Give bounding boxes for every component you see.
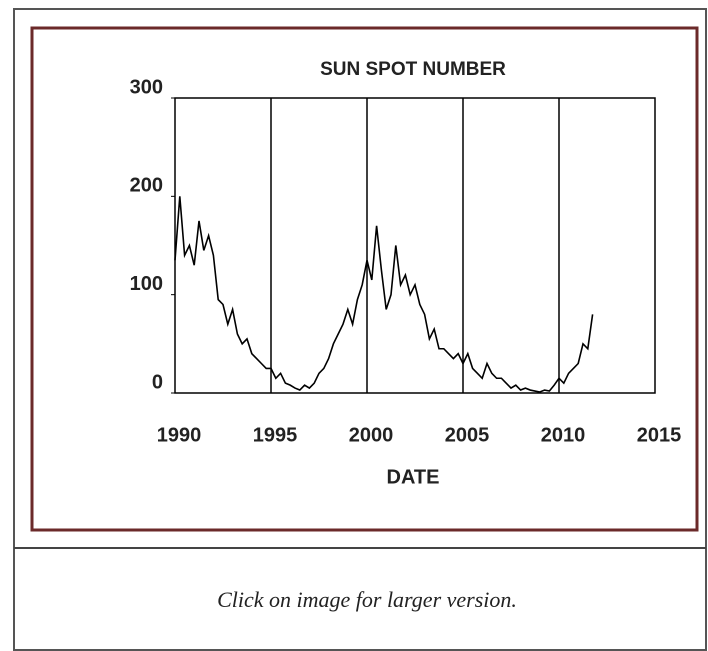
x-tick-label: 1990: [157, 424, 202, 446]
plot-area: [174, 97, 656, 394]
chart-title: SUN SPOT NUMBER: [320, 59, 506, 80]
x-tick-label: 2015: [637, 424, 682, 446]
x-tick-label: 2005: [445, 424, 490, 446]
x-tick-label: 2010: [541, 424, 586, 446]
outer-frame: [13, 8, 707, 651]
y-tick-label: 0: [152, 371, 163, 393]
y-tick-label: 300: [130, 76, 163, 98]
chart-frame[interactable]: [30, 26, 699, 532]
y-tick-label: 200: [130, 175, 163, 197]
x-tick-label: 2000: [349, 424, 394, 446]
x-tick-label: 1995: [253, 424, 298, 446]
data-line: [174, 196, 594, 393]
caption: Click on image for larger version.: [217, 587, 517, 612]
x-axis-label: DATE: [387, 466, 440, 488]
y-tick-label: 100: [130, 273, 163, 295]
